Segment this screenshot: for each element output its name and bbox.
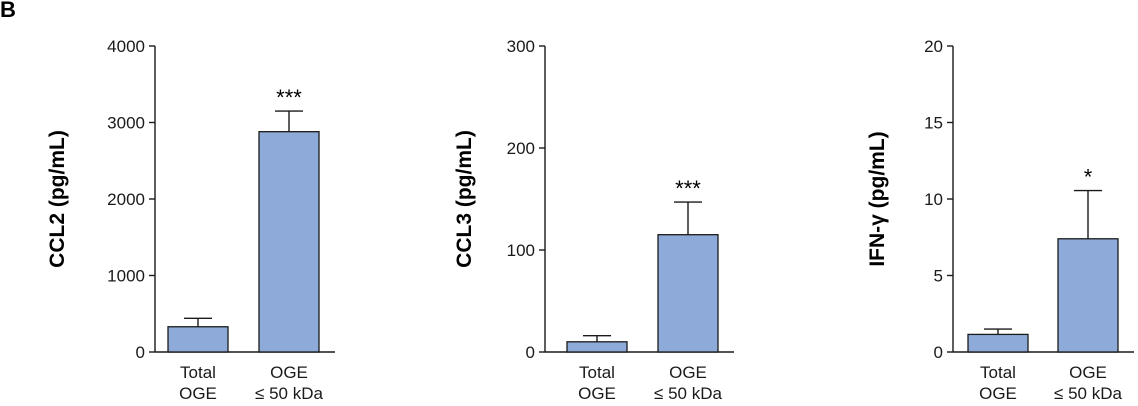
y-tick-label: 4000	[107, 37, 145, 56]
y-tick-label: 0	[526, 343, 535, 362]
bar	[1057, 238, 1119, 353]
bar	[566, 341, 628, 353]
x-tick-label: OGE	[578, 384, 616, 403]
y-axis-label: CCL3 (pg/mL)	[453, 130, 476, 268]
y-tick-label: 3000	[107, 114, 145, 133]
bar	[258, 131, 320, 353]
y-tick-label: 10	[924, 190, 943, 209]
bar	[967, 333, 1029, 353]
y-tick-label: 20	[924, 37, 943, 56]
y-tick-label: 0	[136, 343, 145, 362]
y-tick-label: 1000	[107, 267, 145, 286]
x-tick-label: OGE	[979, 384, 1017, 403]
significance-label: ***	[276, 85, 302, 110]
x-tick-label: OGE	[669, 363, 707, 382]
x-tick-label: ≤ 50 kDa	[1054, 384, 1122, 403]
bar	[657, 234, 719, 353]
y-tick-label: 15	[924, 114, 943, 133]
y-tick-label: 100	[507, 241, 535, 260]
significance-label: ***	[675, 176, 701, 201]
bar	[167, 326, 229, 353]
y-tick-label: 5	[934, 267, 943, 286]
y-tick-label: 2000	[107, 190, 145, 209]
y-axis-label: IFN-γ (pg/mL)	[866, 131, 889, 266]
chart-panel-3: 0 5 10 15 20 IFN-γ (pg/mL) Total OGE * OGE ≤ 50 kD…	[866, 37, 1134, 403]
chart-panel-2: 0 100 200 300 CCL3 (pg/mL) Total OGE *** OGE ≤ 50…	[453, 37, 734, 403]
chart-panel-1: 0 1000 2000 3000 4000 CCL2 (pg/mL) Total OGE ***…	[46, 37, 335, 403]
panel-label: B	[0, 0, 16, 22]
y-tick-label: 200	[507, 139, 535, 158]
x-tick-label: Total	[980, 363, 1016, 382]
x-tick-label: OGE	[270, 363, 308, 382]
x-tick-label: OGE	[179, 384, 217, 403]
x-tick-label: Total	[180, 363, 216, 382]
y-tick-label: 0	[934, 343, 943, 362]
significance-label: *	[1084, 165, 1093, 190]
y-axis-label: CCL2 (pg/mL)	[46, 130, 69, 268]
x-tick-label: ≤ 50 kDa	[255, 384, 323, 403]
x-tick-label: Total	[579, 363, 615, 382]
x-tick-label: ≤ 50 kDa	[654, 384, 722, 403]
x-tick-label: OGE	[1069, 363, 1107, 382]
y-tick-label: 300	[507, 37, 535, 56]
